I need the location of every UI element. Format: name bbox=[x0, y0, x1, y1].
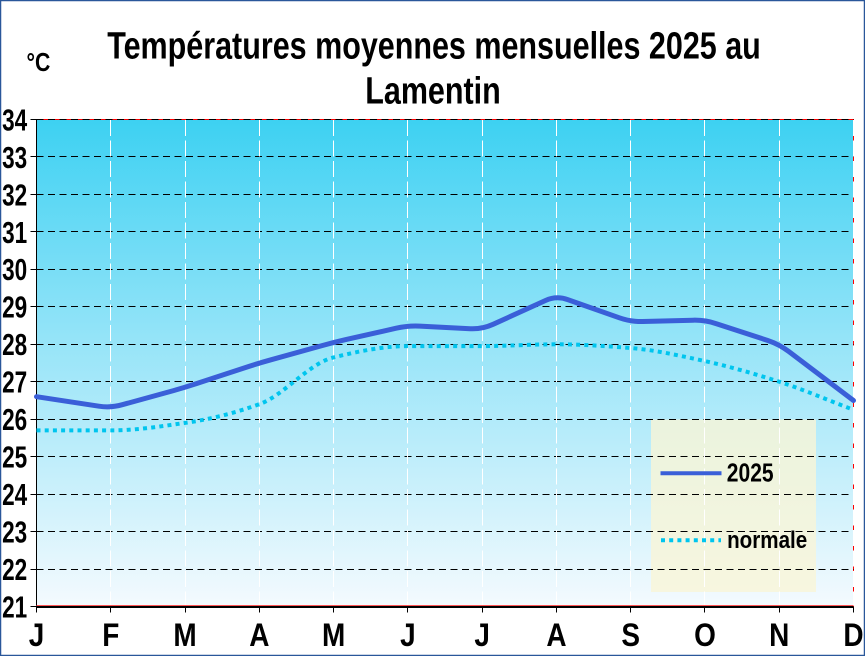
svg-text:28: 28 bbox=[2, 328, 27, 362]
svg-text:J: J bbox=[400, 618, 416, 653]
svg-text:26: 26 bbox=[2, 403, 27, 437]
svg-text:31: 31 bbox=[2, 216, 27, 250]
svg-text:O: O bbox=[694, 618, 716, 653]
svg-text:J: J bbox=[29, 618, 45, 653]
svg-text:32: 32 bbox=[2, 178, 27, 212]
svg-text:25: 25 bbox=[2, 440, 27, 474]
svg-text:Lamentin: Lamentin bbox=[365, 71, 501, 113]
svg-text:24: 24 bbox=[2, 478, 27, 512]
svg-text:27: 27 bbox=[2, 365, 27, 399]
svg-text:A: A bbox=[546, 618, 566, 653]
svg-text:34: 34 bbox=[2, 103, 27, 137]
svg-text:S: S bbox=[621, 618, 640, 653]
svg-text:J: J bbox=[474, 618, 490, 653]
svg-text:23: 23 bbox=[2, 515, 27, 549]
svg-text:M: M bbox=[173, 618, 196, 653]
svg-text:2025: 2025 bbox=[727, 459, 774, 487]
svg-text:F: F bbox=[102, 618, 119, 653]
svg-text:30: 30 bbox=[2, 253, 27, 287]
svg-text:33: 33 bbox=[2, 141, 27, 175]
svg-text:D: D bbox=[843, 618, 863, 653]
svg-text:M: M bbox=[322, 618, 345, 653]
svg-text:29: 29 bbox=[2, 291, 27, 325]
svg-text:22: 22 bbox=[2, 553, 27, 587]
svg-text:N: N bbox=[769, 618, 789, 653]
svg-text:21: 21 bbox=[2, 590, 27, 624]
svg-text:Températures moyennes mensuell: Températures moyennes mensuelles 2025 au bbox=[107, 25, 761, 67]
svg-text:normale: normale bbox=[727, 527, 807, 554]
svg-text:°C: °C bbox=[27, 48, 51, 76]
svg-text:A: A bbox=[249, 618, 269, 653]
